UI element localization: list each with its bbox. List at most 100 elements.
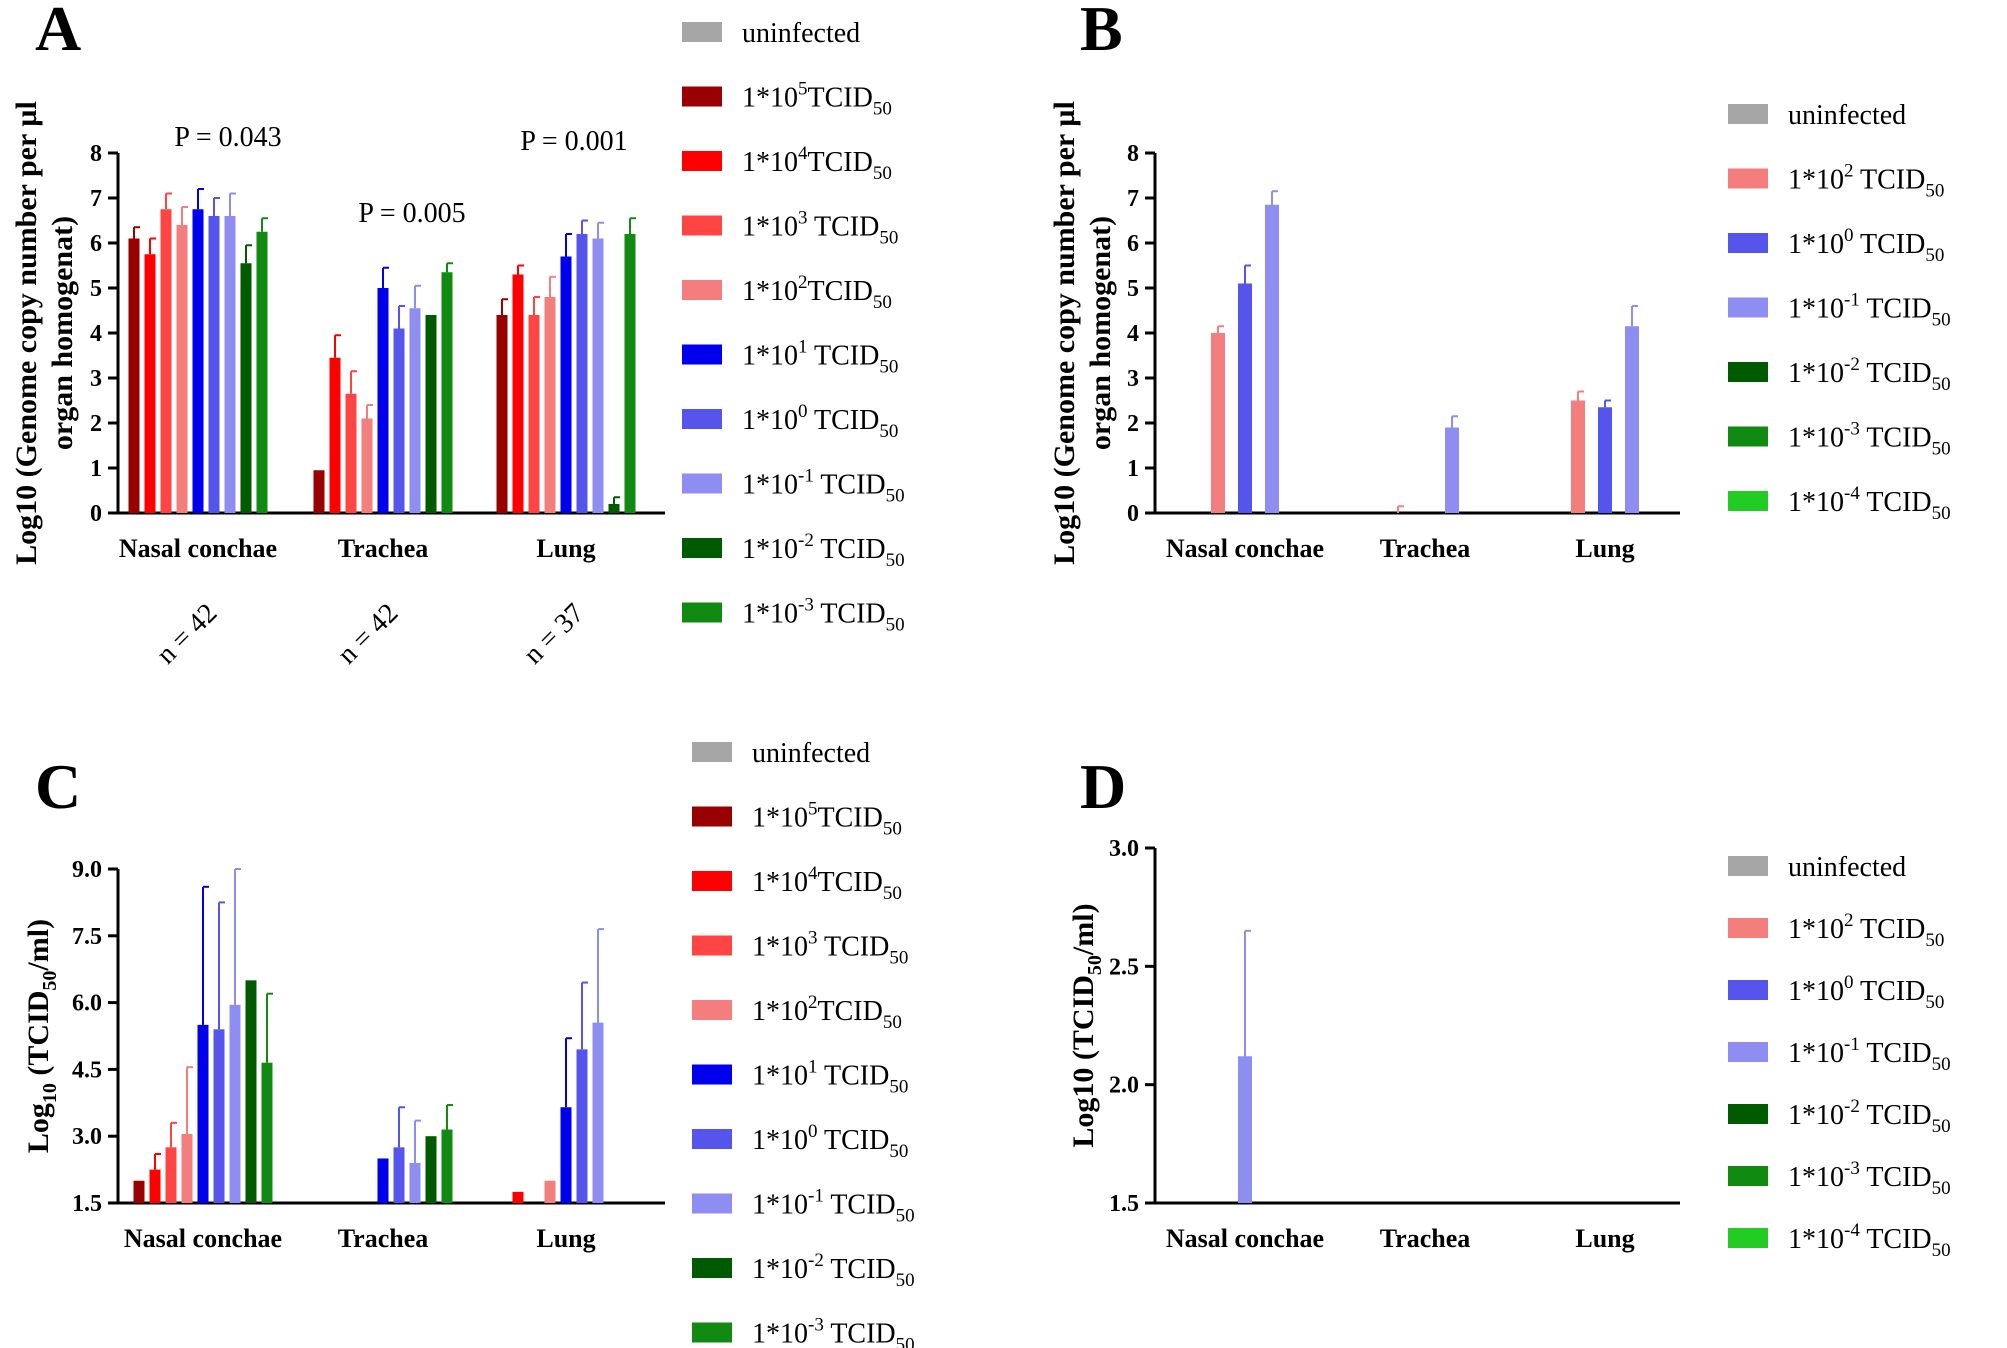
y-tick-label: 2.5: [1109, 954, 1139, 980]
legend-label: 1*103 TCID50: [742, 208, 898, 249]
legend-swatch: [1728, 918, 1768, 938]
legend-swatch: [1728, 980, 1768, 1000]
bar: [560, 1107, 572, 1203]
legend-swatch: [1728, 1042, 1768, 1062]
legend-label: 1*100 TCID50: [1788, 225, 1944, 266]
bar: [441, 272, 453, 513]
legend-item: 1*10-2 TCID50: [692, 1250, 915, 1291]
bar: [144, 254, 156, 513]
bar: [176, 225, 188, 513]
legend-swatch: [692, 1258, 732, 1278]
bar: [576, 234, 588, 513]
legend-label: 1*10-2 TCID50: [752, 1250, 915, 1291]
y-tick-label: 4.5: [72, 1057, 102, 1083]
legend-label: 1*100 TCID50: [752, 1121, 908, 1162]
legend-label: 1*10-2 TCID50: [1788, 354, 1951, 395]
y-tick-label: 0: [1127, 501, 1139, 527]
legend-item: 1*103 TCID50: [692, 928, 908, 969]
y-tick-label: 4: [1127, 321, 1139, 347]
legend-item: 1*102 TCID50: [1728, 161, 1944, 202]
legend-item: uninfected: [1728, 100, 1906, 131]
legend-swatch: [1728, 104, 1768, 124]
legend-swatch: [692, 871, 732, 891]
category-label: Lung: [536, 534, 595, 563]
y-axis-label-line1: Log10 (Genome copy number per µl: [1048, 101, 1081, 565]
panel-label: A: [35, 0, 81, 64]
bar: [496, 315, 508, 513]
bar: [544, 297, 556, 513]
bar: [345, 393, 357, 513]
y-tick-label: 6.0: [72, 991, 102, 1017]
legend-label: 1*10-3 TCID50: [742, 595, 905, 636]
category-label: Nasal conchae: [124, 1224, 282, 1253]
legend-swatch: [692, 742, 732, 762]
legend-label: 1*10-2 TCID50: [1788, 1096, 1951, 1137]
bar: [592, 1022, 604, 1203]
bar: [128, 238, 140, 513]
legend-label: 1*105TCID50: [752, 799, 902, 840]
legend-label: uninfected: [752, 738, 870, 769]
legend-swatch: [1728, 362, 1768, 382]
bar: [133, 1180, 145, 1203]
legend-swatch: [682, 409, 722, 429]
y-tick-label: 1.5: [1109, 1191, 1139, 1217]
n-label: n = 37: [518, 598, 591, 671]
bar: [1238, 1056, 1252, 1203]
y-tick-label: 7: [90, 186, 102, 212]
bar: [197, 1024, 209, 1203]
bar: [261, 1062, 273, 1203]
bar: [245, 980, 257, 1203]
bar: [256, 231, 268, 513]
legend-item: 1*10-3 TCID50: [1728, 419, 1951, 460]
y-tick-label: 8: [1127, 141, 1139, 167]
legend-label: 1*101 TCID50: [752, 1057, 908, 1098]
y-tick-label: 5: [1127, 276, 1139, 302]
panel-d: D 1.5 2.0 2.5 3.0 Log10 (TCID50/ml) Nasal conc…: [1067, 751, 1951, 1261]
legend-label: 1*105TCID50: [742, 79, 892, 120]
y-tick-label: 0: [90, 501, 102, 527]
legend-swatch: [1728, 856, 1768, 876]
legend-label: uninfected: [1788, 100, 1906, 131]
bar: [149, 1169, 161, 1203]
y-tick-label: 6: [1127, 231, 1139, 257]
bar: [512, 1191, 524, 1203]
panel-b: B 0 1 2 3 4 5 6 7 8 Log10 (Genome copy number per …: [1048, 0, 1951, 565]
legend-swatch: [1728, 1228, 1768, 1248]
y-tick-label: 7.5: [72, 924, 102, 950]
category-label: Trachea: [338, 534, 429, 563]
y-tick-label: 3.0: [1109, 836, 1139, 862]
panel-label: D: [1080, 751, 1126, 822]
legend-item: 1*100 TCID50: [692, 1121, 908, 1162]
y-tick-label: 3: [1127, 366, 1139, 392]
category-label: Trachea: [1380, 534, 1471, 563]
bar: [425, 315, 437, 513]
legend-swatch: [1728, 1104, 1768, 1124]
panel-a: A 0 1 2 3 4 5 6 7 8 Log10 (Genome copy number per …: [10, 0, 905, 670]
bar: [181, 1133, 193, 1203]
legend-label: 1*10-1 TCID50: [1788, 290, 1951, 331]
n-label: n = 42: [332, 598, 405, 671]
legend-label: 1*102TCID50: [742, 272, 892, 313]
bar: [393, 328, 405, 513]
bar: [165, 1147, 177, 1203]
bar: [1265, 204, 1279, 513]
category-label: Lung: [1575, 1224, 1634, 1253]
legend-label: uninfected: [742, 18, 860, 49]
legend-swatch: [692, 1064, 732, 1085]
legend-swatch: [1728, 233, 1768, 253]
bar: [1598, 407, 1612, 513]
legend-item: 1*10-2 TCID50: [682, 530, 905, 571]
bar: [1571, 400, 1585, 513]
legend-item: 1*103 TCID50: [682, 208, 898, 249]
bar: [1211, 333, 1225, 513]
y-axis-label-line2: organ homogenat): [1084, 216, 1117, 450]
legend-item: 1*10-1 TCID50: [1728, 290, 1951, 331]
legend-item: 1*10-4 TCID50: [1728, 1220, 1951, 1261]
y-tick-label: 5: [90, 276, 102, 302]
bar: [592, 238, 604, 513]
y-tick-label: 7: [1127, 186, 1139, 212]
y-axis-label-line2: organ homogenat): [46, 216, 79, 450]
y-axis-label: Log10 (TCID50/ml): [22, 919, 61, 1153]
bar: [377, 1158, 389, 1203]
legend-swatch: [682, 473, 722, 494]
